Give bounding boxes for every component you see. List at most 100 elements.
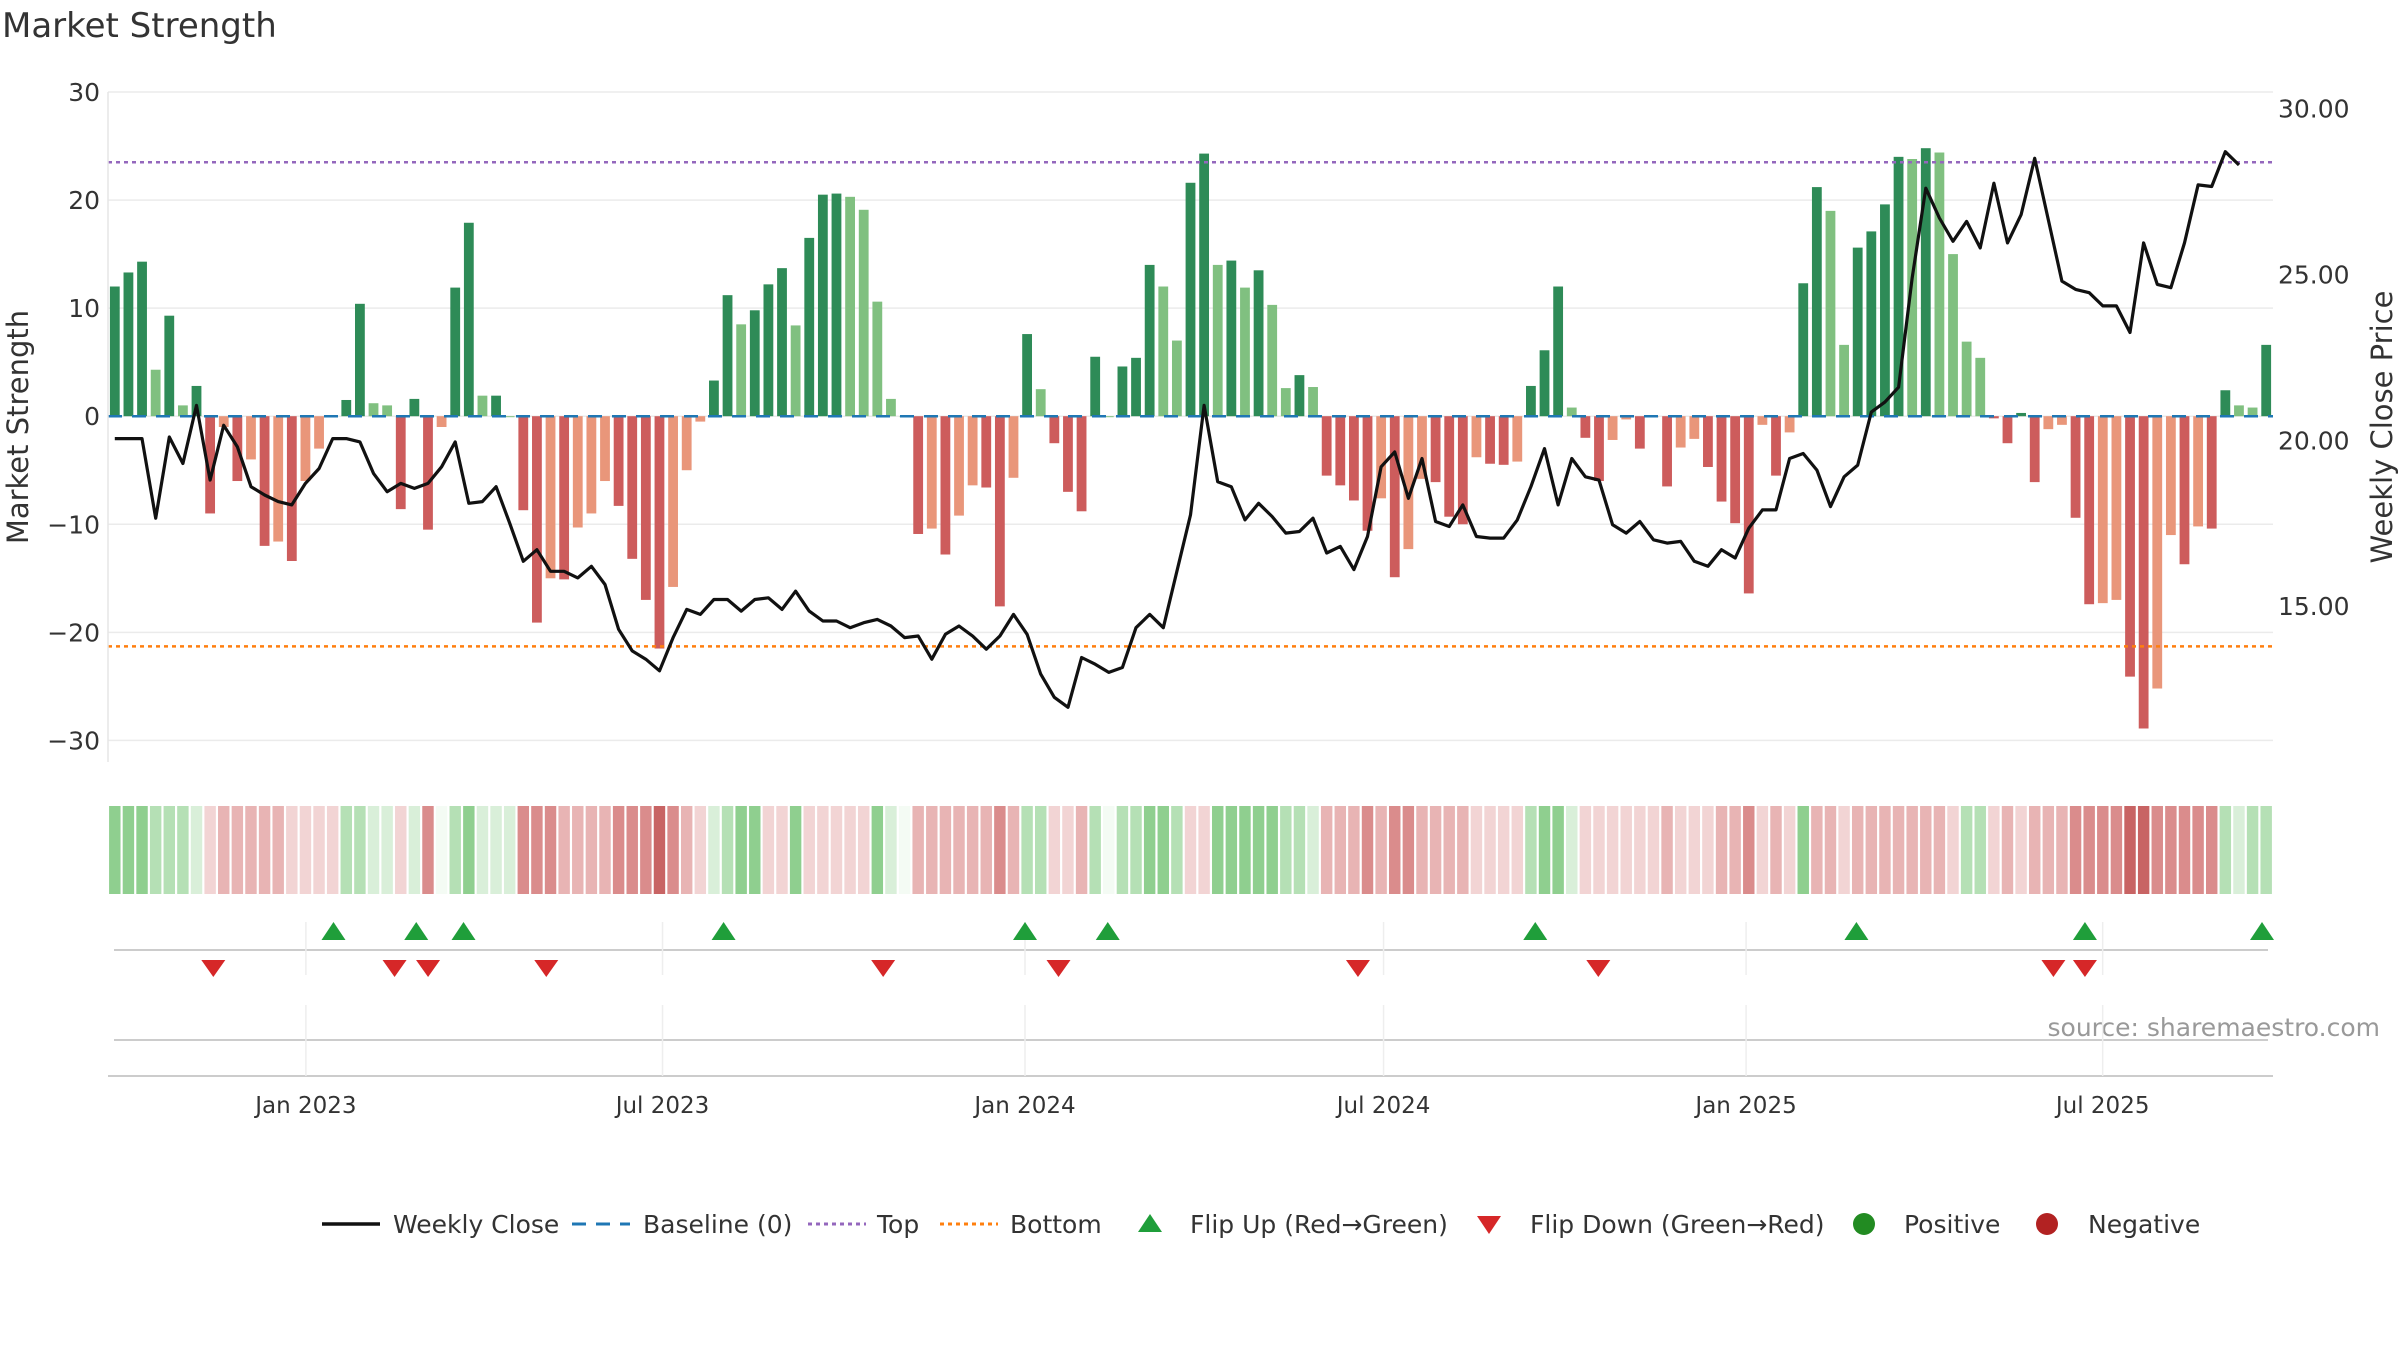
strength-bar: [967, 416, 978, 486]
strip-cell: [190, 806, 203, 894]
strength-bar: [2016, 412, 2026, 417]
strip-cell: [340, 806, 353, 894]
strength-bar: [450, 287, 461, 417]
strip-cell: [1266, 806, 1278, 894]
strength-bar: [395, 416, 406, 510]
strip-cell: [1157, 806, 1169, 894]
strength-bar: [2070, 416, 2081, 518]
right-axis: 30.00 25.00 20.00 15.00 Weekly Close Price: [2278, 95, 2399, 622]
y-right-tick-label: 15.00: [2278, 592, 2350, 621]
strength-bar: [1103, 416, 1114, 418]
strength-bar: [1117, 366, 1128, 417]
strength-bar: [1185, 182, 1196, 417]
strip-cell: [1293, 806, 1306, 894]
strength-bar: [1471, 416, 1482, 458]
strip-cell: [599, 806, 611, 894]
strength-bar: [150, 369, 161, 417]
strip-cell: [1389, 806, 1401, 894]
strength-bar: [2029, 416, 2040, 483]
strip-cell: [1892, 806, 1905, 894]
strip-cell: [871, 806, 884, 894]
strength-bar: [2002, 416, 2013, 444]
strength-bar: [2206, 416, 2217, 529]
strip-cell: [503, 806, 516, 894]
strength-bar: [1430, 416, 1441, 483]
strip-cell: [735, 806, 747, 894]
strip-cell: [1661, 806, 1673, 894]
strength-bar: [926, 416, 937, 529]
strength-bar: [341, 399, 352, 417]
strength-bar: [491, 395, 501, 417]
strength-bar: [477, 395, 488, 417]
strip-cell: [1280, 806, 1292, 894]
strength-bar: [2247, 407, 2258, 417]
strip-cell: [558, 806, 570, 894]
strength-bar: [981, 416, 992, 488]
strip-cell: [422, 806, 434, 894]
flip-down-marker: [382, 960, 407, 977]
strip-cell: [1143, 806, 1156, 894]
strip-cell: [749, 806, 761, 894]
legend-label: Negative: [2088, 1210, 2200, 1239]
strip-cell: [817, 806, 829, 894]
strip-cell: [1688, 806, 1701, 894]
strength-bar: [1948, 254, 1958, 417]
strength-bar: [259, 416, 270, 546]
strip-cell: [354, 806, 366, 894]
strength-bar: [1376, 416, 1387, 499]
strength-bar: [613, 416, 624, 506]
strip-cell: [572, 806, 584, 894]
strip-cell: [149, 806, 162, 894]
legend-label: Flip Down (Green→Red): [1530, 1210, 1825, 1239]
strength-bar: [1839, 344, 1849, 417]
color-strip: [109, 806, 2272, 894]
strength-bar: [1403, 416, 1414, 550]
flip-up-marker: [404, 922, 429, 940]
strength-bar: [164, 315, 175, 417]
strip-cell: [680, 806, 693, 894]
strip-cell: [1715, 806, 1728, 894]
strength-bar: [532, 416, 542, 623]
flip-up-marker: [2250, 922, 2274, 940]
reference-lines: [108, 160, 2273, 648]
strength-bar: [1757, 416, 1768, 425]
strength-bar: [1798, 283, 1809, 417]
strip-cell: [1525, 806, 1537, 894]
x-tick-label: Jul 2023: [614, 1093, 710, 1119]
strip-cell: [1443, 806, 1455, 894]
strength-bar: [1512, 416, 1523, 462]
strength-bar: [1144, 264, 1155, 417]
strength-bar: [1893, 156, 1904, 417]
strip-cell: [109, 806, 121, 894]
strip-cell: [2246, 806, 2259, 894]
legend-swatch: [1853, 1213, 1875, 1235]
strip-cell: [830, 806, 843, 894]
strip-cell: [1239, 806, 1251, 894]
strength-bar: [2138, 416, 2149, 729]
strength-bar: [804, 237, 815, 417]
strip-cell: [1674, 806, 1687, 894]
strip-cell: [667, 806, 679, 894]
strength-bar: [1866, 231, 1877, 417]
strength-bar: [1634, 416, 1645, 449]
x-tick-label: Jul 2024: [1335, 1093, 1431, 1119]
strip-cell: [2028, 806, 2041, 894]
strength-bar: [191, 385, 202, 417]
y-left-tick-label: 10: [68, 294, 100, 323]
strip-cell: [898, 806, 911, 894]
strip-cell: [1729, 806, 1741, 894]
strip-cell: [1851, 806, 1864, 894]
strength-bar: [1321, 416, 1332, 476]
strip-cell: [789, 806, 802, 894]
strip-cell: [1062, 806, 1074, 894]
strip-cell: [408, 806, 421, 894]
strip-cell: [1171, 806, 1183, 894]
x-axis: Jan 2023 Jul 2023 Jan 2024 Jul 2024 Jan 2025…: [253, 1093, 2149, 1119]
strip-cell: [136, 806, 148, 894]
strength-bar: [1362, 416, 1373, 531]
y-right-axis-label: Weekly Close Price: [2365, 291, 2399, 564]
flip-down-marker: [534, 960, 559, 977]
strip-cell: [1035, 806, 1047, 894]
strength-bar: [2111, 416, 2122, 600]
strip-cell: [1647, 806, 1660, 894]
